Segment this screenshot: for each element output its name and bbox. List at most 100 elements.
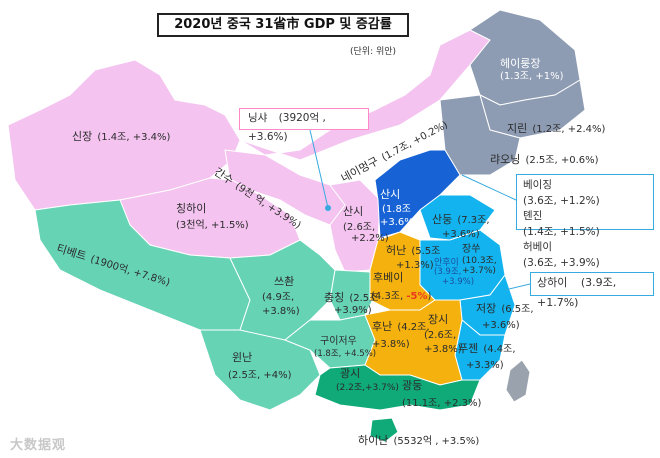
hainan-value: (5532억 , +3.5%) [393, 436, 480, 447]
xinjiang-value: (1.4조, +3.4%) [97, 132, 171, 143]
yunnan-value: (2.5조, +4%) [228, 369, 292, 381]
jilin-value: (1.2조, +2.4%) [532, 124, 606, 135]
label-jilin: 지린 (1.2조, +2.4%) [507, 118, 605, 136]
shandong-value2: +3.6%) [442, 229, 480, 241]
hubei-value: (4.3조, [371, 290, 407, 302]
sichuan-value2: +3.8%) [262, 306, 300, 318]
anhui-value: (3.9조, [434, 267, 462, 278]
hebei-name: 허베이 [523, 241, 552, 253]
hunan-value: (4.2조, [397, 322, 430, 333]
anhui-value2: +3.9%) [442, 277, 475, 288]
shanxi-value: (1.8조 [382, 203, 412, 215]
beijing-leader-line [461, 174, 517, 201]
label-hunan: 후난 (4.2조, +3.8%) [372, 316, 430, 351]
heilongjiang-value: (1.3조, +1%) [500, 70, 564, 82]
label-fujian: 푸젠 (4.4조, +3.3%) [458, 338, 516, 372]
region-neimenggu [239, 29, 491, 161]
label-hainan: 하이난 (5532억 , +3.5%) [358, 430, 479, 448]
liaoning-value: (2.5조, +0.6%) [525, 155, 599, 166]
callout-ningxia: 닝샤 (3920억 , +3.6%) [239, 108, 369, 143]
label-shandong: 산둥 (7.3조, +3.6%) [432, 209, 490, 241]
watermark-logo: 大数据观 [10, 438, 67, 453]
guangxi-name: 광시 [340, 367, 361, 380]
label-zhejiang: 저장 (6.5조, +3.6%) [476, 298, 534, 332]
qinghai-name: 칭하이 [176, 202, 207, 215]
zhejiang-value2: +3.6%) [482, 320, 520, 332]
shanghai-leader-line [504, 283, 531, 291]
region-shandong [419, 194, 496, 241]
region-guangxi-guangdong [314, 364, 481, 411]
jilin-name: 지린 [507, 122, 528, 135]
sichuan-value: (4.9조, [262, 291, 295, 303]
guangdong-name: 광둥 [402, 379, 423, 392]
chongqing-name: 충칭 [324, 291, 345, 304]
anhui-name: 안후이 [434, 258, 459, 268]
guangdong-value: (11.1조, +2.3%) [402, 397, 482, 409]
label-guizhou: 구이저우 (1.8조, +4.5%) [314, 336, 376, 359]
unit-label: (단위: 위안) [350, 47, 397, 57]
xinjiang-name: 신장 [72, 130, 93, 143]
tianjin-name: 톈진 [523, 210, 543, 222]
shandong-value: (7.3조, [457, 215, 490, 226]
jiangxi-value: (2.6조, [424, 329, 457, 341]
label-guangxi: 광시 (2.2조,+3.7%) [336, 367, 399, 393]
yunnan-name: 윈난 [232, 351, 253, 364]
page-title: 2020년 중국 31省市 GDP 및 증감률 [157, 13, 409, 37]
liaoning-name: 랴오닝 [490, 153, 521, 166]
label-shanxi: 산시 (1.8조 +3.6%) [380, 188, 418, 229]
callout-row-beijing: 베이징 (3.6조, +1.2%) [523, 178, 647, 209]
jiangsu-value: (10.3조, [462, 255, 497, 266]
chongqing-value: (2.5조 [349, 293, 379, 304]
region-yunnan [199, 329, 321, 411]
region-sichuan [229, 239, 336, 341]
label-anhui: 안후이 (3.9조, +3.9%) [434, 258, 474, 288]
ningxia-value: (3920억 , +3.6%) [248, 112, 326, 143]
chongqing-value2: +3.9%) [334, 305, 372, 317]
hubei-value-close: ) [427, 290, 432, 302]
hunan-value2: +3.8%) [372, 339, 410, 351]
jiangsu-value2: +3.7%) [462, 265, 496, 276]
guangxi-value: (2.2조,+3.7%) [336, 382, 399, 393]
heilongjiang-name: 헤이룽장 [500, 57, 541, 70]
jiangxi-value2: +3.8%) [424, 344, 462, 356]
hainan-name: 하이난 [358, 434, 389, 447]
hubei-negative-value: -5% [406, 290, 428, 302]
hubei-name: 후베이 [373, 271, 404, 284]
hunan-name: 후난 [372, 320, 393, 333]
label-sichuan: 쓰촨 (4.9조, +3.8%) [262, 275, 300, 318]
label-yunnan: 윈난 (2.5조, +4%) [228, 351, 292, 381]
jiangsu-name: 장쑤 [462, 244, 481, 255]
label-shaanxi: 산시 (2.6조, +2.2%) [343, 205, 389, 245]
guizhou-value: (1.8조, +4.5%) [314, 348, 377, 359]
qinghai-value: (3천억, +1.5%) [176, 219, 249, 231]
callout-shanghai: 상하이 (3.9조, +1.7%) [530, 272, 654, 309]
guizhou-name: 구이저우 [320, 336, 357, 347]
region-hainan [369, 417, 399, 443]
label-chongqing: 충칭 (2.5조 +3.9%) [324, 287, 378, 317]
label-jiangxi: 장시 (2.6조, +3.8%) [424, 313, 462, 356]
henan-name: 허난 [386, 244, 407, 257]
henan-value: (5.5조 [411, 246, 441, 257]
label-jiangsu: 장쑤 (10.3조, +3.7%) [462, 244, 497, 276]
shanghai-value: (3.9조, +1.7%) [537, 276, 617, 309]
jiangxi-name: 장시 [428, 313, 449, 326]
shanxi-name: 산시 [380, 188, 401, 201]
shaanxi-value: (2.6조, [343, 221, 376, 233]
fujian-name: 푸젠 [458, 342, 479, 355]
label-hubei: 후베이 (4.3조, -5%) [371, 271, 432, 302]
callout-row-hebei: 허베이 (3.6조, +3.9%) [523, 240, 647, 271]
ningxia-name: 닝샤 [248, 112, 268, 124]
ningxia-leader-line [309, 129, 329, 209]
hebei-value: (3.6조, +3.9%) [523, 256, 600, 269]
zhejiang-name: 저장 [476, 302, 497, 315]
shaanxi-value2: +2.2%) [351, 233, 389, 245]
shandong-name: 산둥 [432, 213, 453, 226]
label-henan: 허난 (5.5조 +1.3%) [386, 240, 440, 272]
shaanxi-name: 산시 [343, 205, 364, 218]
label-qinghai: 칭하이 (3천억, +1.5%) [176, 202, 249, 231]
tianjin-value: (1.4조, +1.5%) [523, 225, 600, 238]
fujian-value: (4.4조, [483, 344, 516, 355]
label-guangdong: 광둥 (11.1조, +2.3%) [402, 379, 482, 409]
shanghai-name: 상하이 [537, 276, 568, 289]
fujian-value2: +3.3%) [466, 360, 504, 372]
